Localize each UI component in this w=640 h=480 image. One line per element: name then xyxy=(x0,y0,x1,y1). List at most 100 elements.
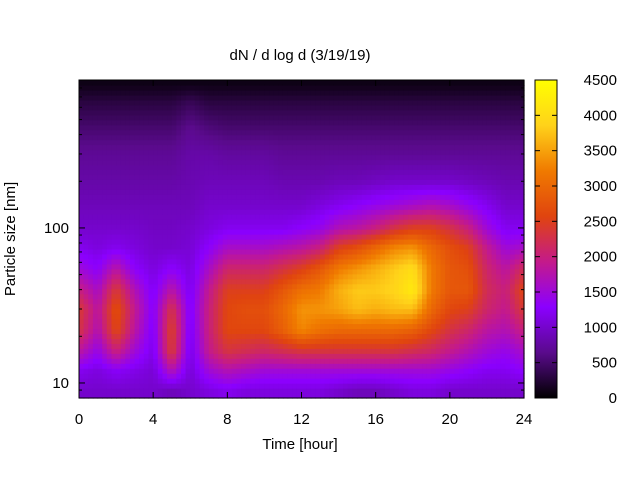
heatmap-cell xyxy=(199,94,205,101)
heatmap-cell xyxy=(250,229,256,235)
heatmap-cell xyxy=(180,164,187,171)
heatmap-cell xyxy=(403,283,409,290)
heatmap-cell xyxy=(180,298,187,305)
heatmap-cell xyxy=(255,159,261,166)
heatmap-cell xyxy=(222,189,228,195)
heatmap-cell xyxy=(153,313,159,320)
heatmap-cell xyxy=(111,373,117,379)
heatmap-cell xyxy=(269,303,275,310)
heatmap-cell xyxy=(259,209,266,215)
heatmap-cell xyxy=(167,194,173,200)
heatmap-cell xyxy=(333,373,340,379)
heatmap-cell xyxy=(366,353,372,359)
heatmap-cell xyxy=(375,89,381,96)
heatmap-cell xyxy=(180,194,187,200)
heatmap-cell xyxy=(120,94,126,101)
heatmap-cell xyxy=(176,318,182,325)
heatmap-cell xyxy=(324,169,330,176)
heatmap-cell xyxy=(185,204,191,210)
heatmap-cell xyxy=(287,288,293,295)
heatmap-cell xyxy=(185,144,191,151)
heatmap-cell xyxy=(129,243,136,250)
heatmap-cell xyxy=(301,278,307,285)
heatmap-cell xyxy=(167,109,173,116)
heatmap-cell xyxy=(129,373,136,379)
heatmap-cell xyxy=(139,119,145,126)
heatmap-cell xyxy=(329,104,335,111)
heatmap-cell xyxy=(208,353,215,359)
heatmap-cell xyxy=(79,219,85,225)
heatmap-cell xyxy=(111,229,117,235)
heatmap-cell xyxy=(301,378,307,384)
heatmap-cell xyxy=(190,298,196,305)
heatmap-cell xyxy=(292,124,298,131)
heatmap-cell xyxy=(320,368,326,374)
heatmap-cell xyxy=(338,268,344,275)
heatmap-cell xyxy=(269,109,275,116)
heatmap-cell xyxy=(310,99,317,106)
heatmap-cell xyxy=(106,318,113,325)
heatmap-cell xyxy=(310,293,317,300)
heatmap-cell xyxy=(422,84,428,91)
heatmap-cell xyxy=(366,368,372,374)
heatmap-cell xyxy=(143,383,150,389)
heatmap-cell xyxy=(394,393,400,399)
heatmap-cell xyxy=(408,338,414,344)
heatmap-cell xyxy=(139,229,145,235)
heatmap-cell xyxy=(185,149,191,156)
heatmap-cell xyxy=(116,204,122,210)
heatmap-cell xyxy=(106,348,113,354)
heatmap-cell xyxy=(83,248,89,255)
heatmap-cell xyxy=(97,313,103,320)
heatmap-cell xyxy=(245,253,252,260)
heatmap-cell xyxy=(361,119,367,126)
heatmap-cell xyxy=(148,174,154,180)
heatmap-cell xyxy=(255,229,261,235)
heatmap-cell xyxy=(255,263,261,270)
heatmap-cell xyxy=(125,383,131,389)
heatmap-cell xyxy=(92,224,99,230)
heatmap-cell xyxy=(106,209,113,215)
heatmap-cell xyxy=(361,383,367,389)
heatmap-cell xyxy=(296,368,303,374)
heatmap-cell xyxy=(320,318,326,325)
heatmap-cell xyxy=(408,119,414,126)
heatmap-cell xyxy=(180,368,187,374)
heatmap-cell xyxy=(190,263,196,270)
heatmap-cell xyxy=(208,373,215,379)
heatmap-cell xyxy=(148,124,154,131)
heatmap-cell xyxy=(208,333,215,339)
heatmap-cell xyxy=(139,94,145,101)
heatmap-cell xyxy=(408,313,414,320)
heatmap-cell xyxy=(139,358,145,364)
heatmap-cell xyxy=(403,333,409,339)
heatmap-cell xyxy=(236,104,242,111)
heatmap-cell xyxy=(389,149,395,156)
heatmap-cell xyxy=(431,333,437,339)
heatmap-cell xyxy=(162,139,168,146)
heatmap-cell xyxy=(310,323,317,330)
heatmap-cell xyxy=(347,283,354,290)
heatmap-cell xyxy=(375,263,381,270)
heatmap-cell xyxy=(204,253,210,260)
heatmap-cell xyxy=(417,388,423,394)
heatmap-cell xyxy=(398,348,405,354)
heatmap-cell xyxy=(106,253,113,260)
heatmap-cell xyxy=(231,253,238,260)
heatmap-cell xyxy=(412,303,418,310)
heatmap-cell xyxy=(315,224,321,230)
heatmap-cell xyxy=(148,338,154,344)
heatmap-cell xyxy=(352,159,358,166)
heatmap-cell xyxy=(83,199,89,205)
heatmap-cell xyxy=(269,258,275,265)
heatmap-cell xyxy=(129,84,136,91)
heatmap-cell xyxy=(287,94,293,101)
heatmap-cell xyxy=(134,308,140,315)
heatmap-cell xyxy=(97,333,103,339)
heatmap-cell xyxy=(412,214,418,220)
heatmap-cell xyxy=(287,358,293,364)
heatmap-cell xyxy=(343,393,349,399)
heatmap-cell xyxy=(143,84,150,91)
heatmap-cell xyxy=(320,253,326,260)
heatmap-cell xyxy=(227,159,233,166)
